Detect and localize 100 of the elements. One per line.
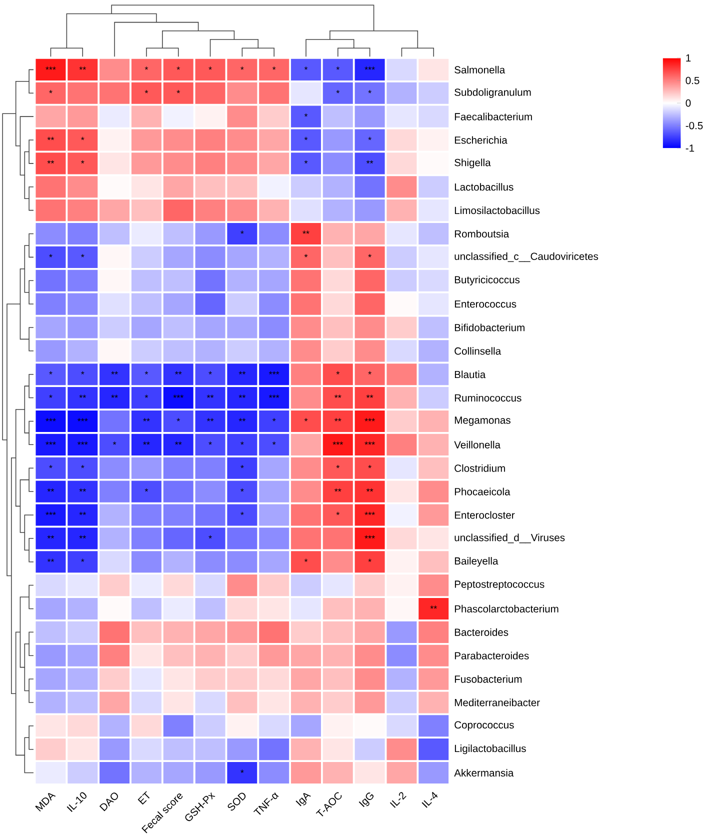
y-tick-label: Parabacteroides [454, 652, 529, 660]
data-label: * [208, 442, 212, 445]
y-tick-label: Peptostreptococcus [454, 580, 544, 590]
data-label: *** [45, 442, 56, 445]
data-label: ** [142, 418, 150, 422]
data-label: * [144, 394, 148, 398]
data-label: ** [79, 394, 86, 398]
y-tick-label: Phascolarctobacterium [454, 604, 558, 613]
y-tick-label: Lactobacillus [454, 183, 514, 191]
data-label: ** [47, 136, 54, 140]
data-label: * [336, 371, 340, 374]
data-label: * [368, 254, 372, 258]
data-label: * [304, 113, 308, 117]
x-tick-label: IL-4 [422, 792, 438, 808]
data-label: * [304, 136, 308, 140]
data-label: *** [364, 442, 375, 445]
data-label: * [368, 136, 372, 140]
y-tick-label: Romboutsia [454, 230, 509, 238]
data-label: * [336, 66, 340, 70]
y-tick-label: Limosilactobacillus [454, 206, 540, 214]
data-label: * [336, 90, 340, 94]
y-tick-label: Shigella [454, 158, 491, 168]
y-tick-label: Collinsella [454, 347, 501, 355]
data-label: ** [206, 418, 214, 422]
y-tick-label: Salmonella [454, 66, 505, 74]
y-tick-label: Ligilactobacillus [454, 744, 526, 754]
data-label: * [80, 371, 84, 374]
data-label: * [144, 90, 148, 94]
x-tick-label: IL-2 [390, 792, 406, 808]
y-tick-label: Coprococcus [454, 721, 514, 731]
data-label: * [336, 465, 340, 468]
data-label: * [304, 254, 308, 258]
data-label: ** [334, 488, 342, 492]
data-label: ** [430, 606, 437, 609]
y-tick-label: Fusobacterium [454, 675, 522, 683]
color-bar-label: -0.5 [686, 122, 702, 130]
data-label: * [336, 512, 340, 516]
data-label: * [144, 488, 148, 492]
data-label: * [176, 418, 180, 422]
data-label: ** [142, 442, 150, 445]
data-label: *** [45, 512, 56, 516]
data-label: * [208, 371, 212, 374]
data-label: ** [366, 394, 373, 398]
y-tick-label: Bifidobacterium [454, 324, 524, 332]
color-bar-label: -1 [686, 144, 694, 152]
data-label: * [176, 90, 180, 94]
x-tick-label: IgG [358, 792, 374, 808]
data-label: ** [334, 418, 342, 422]
y-tick-label: Akkermansia [454, 768, 514, 777]
y-tick-label: unclassified_c__Caudoviricetes [454, 252, 598, 262]
data-label: * [272, 418, 276, 422]
data-label: * [304, 66, 308, 70]
data-label: *** [77, 442, 88, 445]
data-label: ** [110, 394, 118, 398]
data-label: * [272, 66, 276, 70]
color-bar-label: 0.5 [686, 76, 700, 84]
y-tick-label: Baileyella [454, 557, 498, 567]
data-label: * [208, 66, 212, 70]
data-label: * [144, 371, 148, 374]
data-label: *** [364, 418, 375, 422]
data-label: *** [173, 394, 184, 398]
y-tick-label: Phocaeicola [454, 488, 510, 496]
data-label: ** [79, 488, 86, 492]
data-label: ** [206, 394, 214, 398]
data-label: * [48, 465, 52, 468]
data-label: * [80, 558, 84, 562]
data-label: * [112, 442, 116, 445]
data-label: * [368, 90, 372, 94]
data-label: * [240, 512, 244, 516]
data-label: * [240, 465, 244, 468]
data-label: * [240, 770, 244, 773]
data-label: * [240, 66, 244, 70]
data-label: * [368, 371, 372, 374]
data-label: * [304, 558, 308, 562]
data-label: ** [366, 160, 373, 164]
data-label: ** [79, 535, 86, 538]
data-label: * [304, 418, 308, 422]
data-label: *** [268, 394, 279, 398]
y-tick-label: Butyricicoccus [454, 276, 520, 286]
y-tick-label: Subdoligranulum [454, 88, 531, 98]
data-label: * [240, 230, 244, 234]
data-label: * [80, 465, 84, 468]
data-label: * [240, 442, 244, 445]
y-tick-label: Bacteroides [454, 628, 508, 636]
data-label: ** [47, 535, 54, 538]
y-tick-label: Escherichia [454, 136, 508, 144]
data-label: *** [332, 442, 343, 445]
color-bar-label: 1 [686, 54, 690, 62]
data-label: ** [79, 66, 86, 70]
data-label: ** [238, 394, 246, 398]
data-label: * [80, 160, 84, 164]
data-label: ** [79, 512, 86, 516]
data-label: * [48, 371, 52, 374]
data-label: * [48, 394, 52, 398]
data-label: * [240, 488, 244, 492]
data-label: *** [268, 371, 279, 374]
data-label: * [48, 254, 52, 258]
data-label: *** [364, 535, 375, 538]
data-label: * [80, 254, 84, 258]
data-label: * [368, 465, 372, 468]
